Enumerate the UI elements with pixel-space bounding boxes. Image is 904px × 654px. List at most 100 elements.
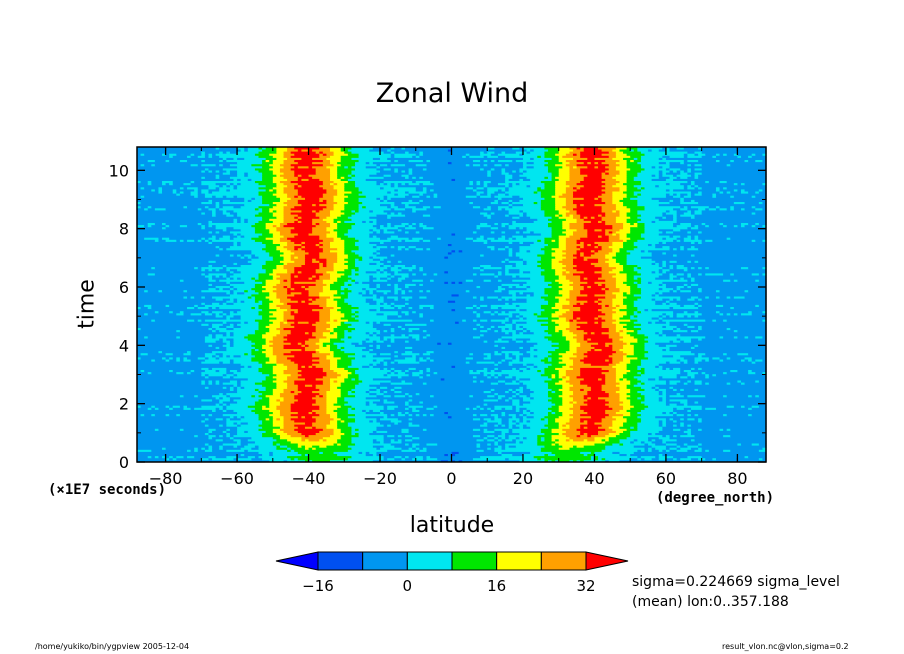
- heatmap-cell: [630, 441, 635, 444]
- heatmap-cell: [512, 367, 517, 370]
- heatmap-cell: [619, 249, 628, 253]
- heatmap-cell: [376, 327, 392, 331]
- heatmap-cell: [701, 447, 764, 450]
- heatmap-cell: [640, 310, 674, 314]
- heatmap-cell: [515, 354, 520, 358]
- heatmap-cell: [726, 224, 735, 228]
- heatmap-cell: [558, 243, 567, 247]
- heatmap-cell: [698, 329, 735, 333]
- heatmap-cell: [297, 411, 310, 415]
- heatmap-cell: [283, 396, 295, 400]
- heatmap-cell: [658, 422, 663, 425]
- heatmap-cell: [680, 367, 692, 370]
- heatmap-cell: [440, 459, 449, 463]
- heatmap-cell: [408, 373, 413, 377]
- heatmap-cell: [515, 438, 538, 442]
- heatmap-cell: [630, 333, 646, 337]
- heatmap-cell: [494, 329, 499, 333]
- heatmap-cell: [405, 371, 413, 375]
- heatmap-cell: [405, 455, 410, 459]
- heatmap-cell: [662, 241, 667, 244]
- heatmap-cell: [229, 375, 235, 379]
- heatmap-cell: [137, 315, 217, 318]
- heatmap-cell: [690, 380, 696, 383]
- heatmap-cell: [376, 453, 445, 457]
- heatmap-cell: [226, 268, 231, 272]
- heatmap-cell: [372, 325, 399, 328]
- heatmap-cell: [655, 291, 660, 295]
- heatmap-cell: [626, 327, 642, 331]
- heatmap-cell: [265, 361, 277, 364]
- heatmap-cell: [533, 291, 546, 295]
- heatmap-cell: [465, 361, 470, 364]
- heatmap-cell: [208, 323, 213, 326]
- heatmap-cell: [476, 323, 481, 326]
- heatmap-cell: [494, 344, 499, 347]
- heatmap-cell: [512, 424, 517, 427]
- heatmap-cell: [222, 401, 238, 404]
- heatmap-cell: [326, 226, 338, 230]
- heatmap-cell: [626, 254, 653, 257]
- heatmap-cell: [194, 407, 217, 410]
- heatmap-cell: [705, 359, 710, 362]
- heatmap-cell: [233, 277, 238, 280]
- heatmap-cell: [623, 241, 635, 244]
- heatmap-cell: [315, 224, 331, 228]
- heatmap-cell: [287, 386, 299, 389]
- heatmap-cell: [351, 390, 356, 394]
- heatmap-cell: [297, 457, 349, 461]
- heatmap-cell: [233, 226, 256, 230]
- heatmap-cell: [630, 413, 642, 417]
- heatmap-cell: [512, 388, 517, 391]
- heatmap-cell: [326, 354, 335, 358]
- heatmap-cell: [233, 434, 263, 438]
- heatmap-cell: [176, 371, 185, 375]
- heatmap-cell: [623, 243, 635, 247]
- heatmap-cell: [626, 428, 638, 431]
- heatmap-cell: [322, 264, 328, 268]
- heatmap-cell: [337, 252, 345, 255]
- heatmap-cell: [701, 367, 767, 370]
- heatmap-cell: [219, 369, 227, 373]
- heatmap-cell: [540, 262, 553, 265]
- heatmap-cell: [644, 443, 649, 446]
- heatmap-cell: [598, 243, 613, 247]
- heatmap-cell: [651, 254, 674, 257]
- heatmap-cell: [669, 315, 674, 318]
- heatmap-cell: [405, 289, 410, 293]
- heatmap-cell: [522, 241, 535, 244]
- heatmap-cell: [598, 283, 603, 286]
- heatmap-cell: [605, 378, 617, 381]
- heatmap-cell: [637, 239, 674, 242]
- heatmap-cell: [515, 392, 520, 396]
- heatmap-cell: [608, 333, 621, 337]
- heatmap-cell: [662, 268, 671, 272]
- heatmap-cell: [526, 394, 531, 398]
- heatmap-cell: [376, 302, 381, 305]
- heatmap-cell: [408, 312, 420, 316]
- heatmap-cell: [494, 222, 499, 226]
- heatmap-cell: [515, 394, 520, 398]
- heatmap-cell: [272, 285, 285, 289]
- heatmap-cell: [698, 273, 703, 276]
- heatmap-cell: [387, 260, 392, 263]
- heatmap-cell: [276, 443, 281, 446]
- heatmap-cell: [551, 312, 563, 316]
- heatmap-cell: [426, 357, 431, 360]
- heatmap-cell: [519, 399, 524, 402]
- heatmap-cell: [472, 279, 485, 282]
- heatmap-cell: [580, 245, 585, 249]
- heatmap-cell: [487, 407, 492, 410]
- heatmap-cell: [505, 380, 513, 383]
- heatmap-cell: [351, 430, 374, 433]
- heatmap-cell: [329, 249, 345, 253]
- heatmap-cell: [137, 396, 217, 400]
- heatmap-cell: [687, 373, 696, 377]
- heatmap-cell: [465, 306, 474, 310]
- heatmap-cell: [326, 302, 338, 305]
- heatmap-cell: [272, 411, 281, 415]
- heatmap-cell: [351, 363, 370, 366]
- heatmap-cell: [501, 350, 520, 354]
- heatmap-cell: [508, 417, 520, 421]
- heatmap-cell: [644, 226, 688, 230]
